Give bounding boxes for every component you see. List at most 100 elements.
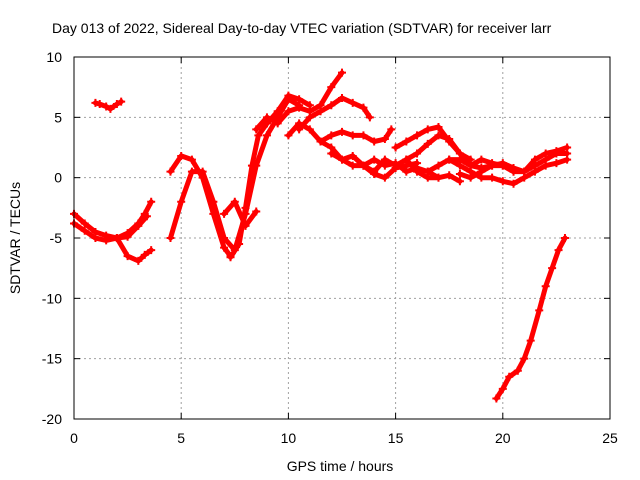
data-point xyxy=(80,226,89,235)
data-point xyxy=(554,246,563,255)
data-point xyxy=(530,167,539,176)
data-point xyxy=(305,113,314,122)
data-point xyxy=(226,253,235,262)
data-series-sat-h xyxy=(220,197,261,230)
data-point xyxy=(492,394,501,403)
data-point xyxy=(91,98,100,107)
data-point xyxy=(166,167,175,176)
y-tick-label: -15 xyxy=(42,351,62,367)
data-point xyxy=(445,155,454,164)
data-point xyxy=(520,354,529,363)
data-point xyxy=(338,94,346,103)
data-point xyxy=(327,83,336,92)
data-point xyxy=(252,207,261,216)
data-point xyxy=(241,221,250,230)
data-point xyxy=(91,234,100,242)
data-point xyxy=(498,177,507,186)
data-point xyxy=(348,161,357,170)
data-point xyxy=(134,221,143,230)
data-point xyxy=(434,173,443,182)
y-axis-label: SDTVAR / TECUs xyxy=(7,182,23,294)
data-point xyxy=(177,151,186,160)
data-point xyxy=(455,161,464,170)
data-series-sat-t xyxy=(492,234,569,403)
data-point xyxy=(365,113,374,122)
data-point xyxy=(166,234,175,242)
data-point xyxy=(359,131,368,140)
series-trace xyxy=(71,213,150,243)
data-point xyxy=(142,212,151,221)
data-point xyxy=(327,149,336,158)
chart-title: Day 013 of 2022, Sidereal Day-to-day VTE… xyxy=(52,20,552,36)
data-point xyxy=(413,131,422,140)
data-point xyxy=(95,100,104,109)
data-point xyxy=(509,179,518,188)
data-point xyxy=(305,125,314,134)
data-point xyxy=(338,155,346,164)
data-point xyxy=(552,147,561,156)
data-point xyxy=(295,103,304,112)
data-point xyxy=(241,203,250,212)
data-point xyxy=(423,167,432,176)
data-point xyxy=(262,113,271,122)
data-point xyxy=(316,107,325,116)
data-point xyxy=(423,139,432,148)
data-point xyxy=(380,173,389,182)
x-tick-label: 5 xyxy=(177,430,185,446)
data-point xyxy=(134,256,143,265)
data-point xyxy=(187,155,196,164)
data-point xyxy=(563,155,572,164)
axis-ticks: 0 5 10 15 20 25 -20 -15 -10 -5 0 5 10 xyxy=(42,49,618,446)
data-series-sat-n xyxy=(359,159,422,182)
data-point xyxy=(513,366,522,375)
y-tick-label: -10 xyxy=(42,290,62,306)
data-point xyxy=(455,170,464,179)
y-tick-label: 0 xyxy=(54,170,62,186)
data-point xyxy=(402,155,411,164)
data-point xyxy=(387,125,396,134)
data-point xyxy=(80,219,89,228)
data-point xyxy=(434,131,443,140)
y-tick-label: -5 xyxy=(50,230,63,246)
data-point xyxy=(147,246,156,255)
data-point xyxy=(147,197,156,206)
data-point xyxy=(106,104,115,113)
data-point xyxy=(220,209,229,218)
data-point xyxy=(548,264,557,273)
data-point xyxy=(262,131,271,140)
data-point xyxy=(235,240,244,249)
data-point xyxy=(102,236,111,245)
data-point xyxy=(455,177,464,186)
y-tick-label: 5 xyxy=(54,109,62,125)
data-point xyxy=(295,95,304,104)
data-point xyxy=(247,161,256,170)
data-point xyxy=(295,119,304,128)
y-tick-label: -20 xyxy=(42,411,62,427)
data-point xyxy=(380,135,389,144)
data-point xyxy=(177,197,186,206)
data-point xyxy=(209,209,218,218)
data-point xyxy=(434,122,443,131)
data-point xyxy=(552,159,561,168)
data-point xyxy=(254,131,263,140)
data-point xyxy=(541,282,550,291)
data-point xyxy=(509,164,518,173)
data-point xyxy=(380,161,389,170)
data-point xyxy=(535,306,544,315)
x-tick-label: 15 xyxy=(388,430,404,446)
data-point xyxy=(252,125,261,134)
data-point xyxy=(338,68,346,77)
data-point xyxy=(498,384,507,393)
data-marks xyxy=(70,68,572,403)
data-point xyxy=(391,143,400,152)
data-point xyxy=(434,161,443,170)
data-point xyxy=(477,155,486,164)
data-point xyxy=(220,243,229,252)
data-point xyxy=(123,232,132,241)
data-point xyxy=(560,234,569,242)
data-point xyxy=(348,98,357,107)
data-point xyxy=(541,149,550,158)
data-point xyxy=(273,107,282,116)
data-series-sat-s xyxy=(455,143,572,182)
